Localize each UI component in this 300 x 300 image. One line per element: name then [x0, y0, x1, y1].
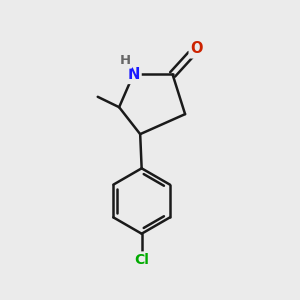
Text: N: N [127, 67, 140, 82]
Text: H: H [119, 54, 130, 67]
Text: Cl: Cl [134, 254, 149, 268]
Text: O: O [191, 41, 203, 56]
